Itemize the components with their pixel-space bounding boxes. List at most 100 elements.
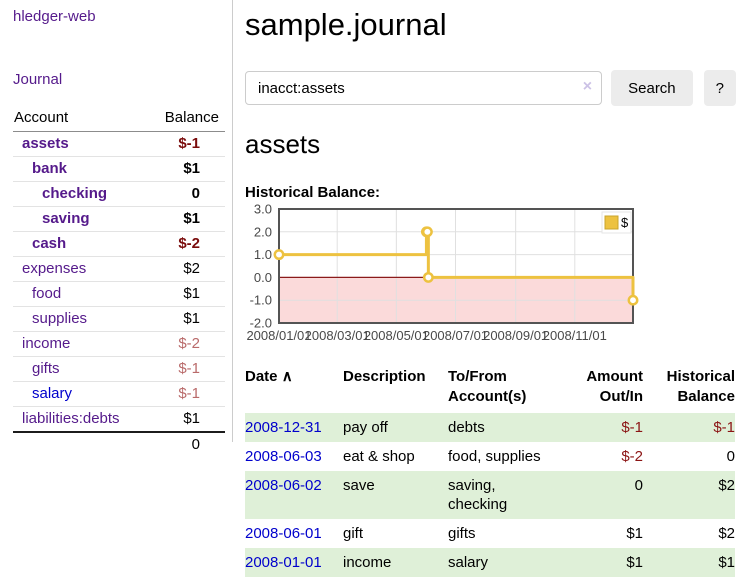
chart-border — [278, 208, 634, 324]
account-link[interactable]: food — [32, 285, 62, 302]
chart-y-tick-label: 2.0 — [254, 224, 272, 239]
search-button[interactable]: Search — [611, 70, 693, 106]
chart-data-point — [627, 294, 639, 306]
page-title: sample.journal — [245, 7, 447, 42]
transaction-balance: $2 — [718, 525, 735, 542]
register-header-date[interactable]: Date ∧ — [245, 368, 293, 385]
transaction-balance: $-1 — [713, 419, 735, 436]
account-link[interactable]: saving — [42, 210, 90, 227]
chart-y-tick-label: -2.0 — [250, 316, 272, 331]
account-balance: $-2 — [147, 231, 225, 257]
transaction-balance: $1 — [718, 554, 735, 571]
account-row: bank $1 — [13, 156, 225, 182]
account-balance: $1 — [147, 206, 225, 232]
register-row: 2008-06-01 gift gifts $1 $2 — [245, 519, 735, 548]
account-row: supplies $1 — [13, 306, 225, 332]
account-link[interactable]: cash — [32, 235, 67, 252]
account-link[interactable]: assets — [22, 135, 69, 152]
transaction-date-link[interactable]: 2008-06-03 — [245, 448, 322, 465]
search-input-wrap: × — [245, 71, 603, 105]
account-balance: $1 — [147, 156, 225, 182]
account-row: liabilities:debts $1 — [13, 406, 225, 433]
transaction-amount: $-2 — [621, 448, 643, 465]
register-header-balance: Historical Balance — [666, 368, 735, 405]
transaction-description: save — [343, 477, 375, 494]
account-row: food $1 — [13, 281, 225, 307]
main-content: sample.journal × Search ? assets Histori… — [233, 0, 742, 577]
accounts-header-balance: Balance — [147, 107, 225, 132]
chart-y-tick-label: 3.0 — [254, 202, 272, 217]
transaction-amount: $1 — [626, 554, 643, 571]
transaction-description: eat & shop — [343, 448, 415, 465]
chart-x-tick-label: 2008/03/01 — [305, 328, 370, 343]
transaction-accounts: salary — [448, 554, 489, 571]
transaction-balance: $2 — [718, 477, 735, 494]
register-header-row: Date ∧ Description To/From Account(s) Am… — [245, 364, 735, 413]
accounts-total-row: 0 — [13, 431, 225, 457]
chart-y-tick-label: 0.0 — [254, 270, 272, 285]
account-link[interactable]: supplies — [32, 310, 88, 327]
transaction-date-link[interactable]: 2008-12-31 — [245, 419, 322, 436]
chart-data-point — [421, 226, 433, 238]
account-link[interactable]: checking — [42, 185, 108, 202]
transaction-accounts: gifts — [448, 525, 476, 542]
transaction-date-link[interactable]: 2008-01-01 — [245, 554, 322, 571]
transaction-date-link[interactable]: 2008-06-02 — [245, 477, 322, 494]
account-link[interactable]: salary — [32, 385, 73, 402]
account-link[interactable]: expenses — [22, 260, 87, 277]
account-balance: $-1 — [147, 381, 225, 407]
transaction-balance: 0 — [726, 448, 735, 465]
register-table: Date ∧ Description To/From Account(s) Am… — [245, 364, 735, 577]
account-balance: $2 — [147, 256, 225, 282]
search-help-button[interactable]: ? — [703, 70, 736, 106]
account-row: gifts $-1 — [13, 356, 225, 382]
account-link[interactable]: liabilities:debts — [22, 410, 120, 427]
register-row: 2008-06-02 save saving, checking 0 $2 — [245, 471, 735, 519]
sidebar: hledger-web Journal Account Balance asse… — [0, 0, 233, 457]
account-balance: $1 — [147, 306, 225, 332]
chart-y-tick-label: -1.0 — [250, 293, 272, 308]
account-row: salary $-1 — [13, 381, 225, 407]
transaction-amount: 0 — [634, 477, 643, 494]
account-balance: $1 — [147, 406, 225, 433]
chart-x-tick-label: 2008/07/01 — [423, 328, 488, 343]
register-row: 2008-12-31 pay off debts $-1 $-1 — [245, 413, 735, 442]
account-row: expenses $2 — [13, 256, 225, 282]
account-balance: $-2 — [147, 331, 225, 357]
account-heading: assets — [245, 129, 321, 159]
account-balance: $-1 — [147, 356, 225, 382]
transaction-amount: $-1 — [621, 419, 643, 436]
search-form: × Search ? — [245, 70, 736, 106]
transaction-amount: $1 — [626, 525, 643, 542]
sort-ascending-icon: ∧ — [281, 368, 293, 385]
register-row: 2008-06-03 eat & shop food, supplies $-2 0 — [245, 442, 735, 471]
accounts-total-value: 0 — [147, 431, 225, 457]
transaction-description: gift — [343, 525, 364, 542]
account-row: checking 0 — [13, 181, 225, 207]
account-row: saving $1 — [13, 206, 225, 232]
accounts-header-account: Account — [13, 107, 148, 132]
chart-data-point — [273, 249, 285, 261]
account-balance: 0 — [147, 181, 225, 207]
chart-legend-label: $ — [621, 215, 629, 230]
chart-x-tick-label: 2008/09/01 — [483, 328, 548, 343]
chart-data-point — [422, 271, 434, 283]
chart-x-tick-label: 2008/01/01 — [246, 328, 311, 343]
transaction-accounts: debts — [448, 419, 485, 436]
transaction-accounts: food, supplies — [448, 448, 541, 465]
transaction-date-link[interactable]: 2008-06-01 — [245, 525, 322, 542]
account-balance: $-1 — [147, 131, 225, 157]
accounts-table: Account Balance assets $-1 bank $1 checking 0… — [13, 107, 225, 457]
register-header-accounts: To/From Account(s) — [448, 368, 527, 405]
brand-link[interactable]: hledger-web — [13, 8, 96, 25]
search-input[interactable] — [245, 71, 603, 105]
chart-x-tick-label: 2008/11/01 — [543, 328, 607, 343]
sidebar-item-journal[interactable]: Journal — [13, 71, 63, 88]
clear-search-icon[interactable]: × — [582, 78, 593, 95]
account-link[interactable]: bank — [32, 160, 68, 177]
transaction-description: income — [343, 554, 392, 571]
register-header-amount: Amount Out/In — [586, 368, 643, 405]
account-link[interactable]: income — [22, 335, 71, 352]
account-link[interactable]: gifts — [32, 360, 60, 377]
register-row: 2008-01-01 income salary $1 $1 — [245, 548, 735, 577]
